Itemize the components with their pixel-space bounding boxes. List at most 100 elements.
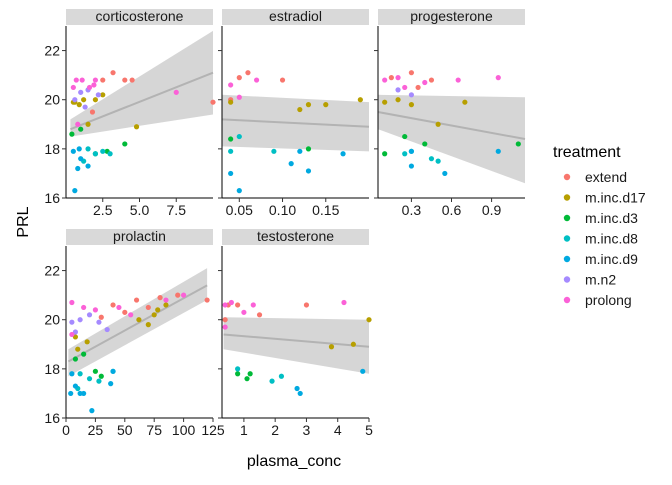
data-point-corticosterone-prolong-35 (73, 77, 79, 83)
legend-label-m.inc.d9: m.inc.d9 (585, 251, 638, 267)
data-point-testosterone-m.inc.d17-5 (328, 344, 335, 350)
data-point-estradiol-m.inc.d17-5 (305, 102, 312, 108)
x-tick-label-estradiol-2: 0.15 (312, 202, 339, 218)
x-tick-label-corticosterone-1: 5.0 (130, 202, 150, 218)
legend-key-extend (563, 173, 571, 181)
y-tick-label-corticosterone-1: 18 (44, 141, 60, 157)
data-point-progesterone-m.inc.d17-6 (408, 102, 415, 108)
data-point-corticosterone-prolong-42 (92, 77, 98, 83)
data-point-testosterone-m.inc.d8-11 (235, 366, 241, 372)
data-point-testosterone-m.inc.d9-15 (297, 390, 303, 397)
data-point-estradiol-m.inc.d9-15 (236, 188, 242, 194)
legend-title: treatment (553, 144, 621, 161)
data-point-prolactin-m.n2-37 (104, 326, 110, 333)
data-point-prolactin-m.inc.d3-16 (72, 356, 79, 362)
data-point-corticosterone-extend-1 (110, 70, 116, 76)
data-point-testosterone-prolong-21 (341, 299, 347, 306)
y-tick-label-prolactin-2: 20 (44, 312, 60, 328)
y-tick-label-corticosterone-2: 20 (44, 92, 60, 108)
data-point-corticosterone-prolong-38 (91, 82, 97, 88)
data-point-progesterone-m.inc.d17-5 (395, 97, 401, 103)
data-point-progesterone-m.n2-22 (408, 92, 415, 98)
confidence-band-prolactin (68, 268, 208, 377)
x-tick-label-progesterone-1: 0.6 (442, 202, 462, 218)
data-point-testosterone-extend-1 (235, 302, 241, 308)
data-point-prolactin-m.inc.d8-20 (77, 371, 83, 377)
data-point-prolactin-prolong-44 (128, 312, 134, 318)
data-point-testosterone-prolong-18 (228, 299, 234, 306)
legend-key-m.inc.d3 (563, 214, 571, 222)
data-point-estradiol-prolong-22 (236, 94, 242, 100)
data-point-corticosterone-m.inc.d9-25 (75, 165, 81, 172)
y-tick-label-prolactin-1: 18 (44, 361, 60, 377)
x-axis-title: plasma_conc (247, 453, 341, 470)
y-axis-title: PRL (15, 206, 32, 237)
x-tick-label-corticosterone-0: 2.5 (93, 202, 113, 218)
data-point-testosterone-extend-4 (222, 317, 228, 323)
data-point-estradiol-prolong-21 (253, 77, 260, 83)
data-point-corticosterone-m.inc.d17-8 (81, 97, 87, 103)
data-point-progesterone-m.inc.d9-20 (408, 148, 415, 154)
data-point-prolactin-extend-6 (204, 297, 210, 303)
data-point-prolactin-m.inc.d9-32 (81, 390, 87, 397)
data-point-estradiol-prolong-20 (228, 82, 234, 88)
data-point-prolactin-prolong-46 (181, 292, 187, 298)
data-point-prolactin-m.inc.d17-10 (136, 317, 142, 323)
data-point-progesterone-extend-1 (408, 70, 415, 76)
data-point-corticosterone-m.inc.d17-10 (100, 92, 106, 98)
data-point-testosterone-prolong-22 (241, 309, 247, 315)
x-tick-label-testosterone-2: 3 (303, 422, 311, 438)
data-point-corticosterone-m.inc.d3-15 (78, 126, 84, 132)
data-point-prolactin-prolong-40 (81, 304, 87, 311)
legend-key-m.n2 (563, 276, 571, 283)
data-point-progesterone-m.inc.d9-18 (442, 170, 448, 177)
data-point-testosterone-m.inc.d17-6 (350, 341, 356, 347)
data-point-prolactin-m.n2-34 (77, 317, 83, 323)
confidence-band-testosterone (223, 317, 369, 374)
data-point-estradiol-m.inc.d17-4 (228, 99, 234, 105)
data-point-prolactin-m.n2-36 (96, 319, 102, 325)
facet-strip-estradiol (222, 9, 369, 25)
fit-line-testosterone (223, 333, 370, 348)
data-point-progesterone-prolong-27 (455, 77, 461, 83)
confidence-band-progesterone (378, 94, 525, 184)
data-point-prolactin-extend-3 (145, 304, 151, 311)
y-tick-label-corticosterone-0: 16 (44, 190, 60, 206)
data-point-prolactin-prolong-45 (163, 297, 169, 303)
data-point-corticosterone-m.n2-30 (72, 97, 78, 103)
data-point-prolactin-prolong-39 (69, 299, 75, 306)
y-tick-label-corticosterone-3: 22 (44, 43, 60, 59)
x-tick-label-prolactin-3: 75 (146, 422, 162, 438)
data-point-progesterone-m.inc.d17-4 (382, 99, 388, 105)
data-point-progesterone-m.inc.d3-10 (402, 133, 408, 140)
data-point-corticosterone-prolong-36 (79, 77, 85, 83)
data-point-prolactin-m.inc.d8-22 (96, 378, 102, 384)
data-point-progesterone-m.n2-21 (395, 87, 401, 93)
data-point-testosterone-prolong-17 (222, 302, 228, 308)
data-point-testosterone-prolong-19 (250, 302, 256, 308)
data-point-estradiol-m.inc.d9-16 (288, 161, 294, 167)
data-point-progesterone-m.inc.d3-12 (515, 141, 521, 147)
data-point-prolactin-m.inc.d9-25 (68, 390, 74, 397)
data-point-estradiol-m.inc.d9-18 (297, 148, 303, 154)
data-point-corticosterone-extend-3 (129, 77, 135, 83)
x-tick-label-testosterone-3: 4 (334, 422, 342, 438)
data-point-prolactin-m.inc.d9-28 (89, 408, 95, 414)
fit-line-progesterone (377, 111, 526, 141)
data-point-estradiol-m.inc.d8-12 (228, 148, 234, 154)
data-point-corticosterone-m.inc.d3-14 (69, 131, 75, 137)
data-point-prolactin-extend-4 (157, 295, 163, 301)
legend-label-prolong: prolong (585, 292, 632, 308)
data-point-estradiol-m.inc.d8-13 (271, 148, 277, 154)
facet-strip-testosterone (222, 229, 369, 245)
data-point-progesterone-m.inc.d8-16 (402, 151, 408, 157)
data-point-prolactin-m.n2-35 (86, 312, 93, 318)
data-point-estradiol-m.inc.d9-14 (228, 170, 234, 177)
data-point-prolactin-m.inc.d17-11 (151, 312, 157, 318)
data-point-prolactin-extend-7 (98, 314, 104, 320)
data-point-prolactin-extend-0 (110, 302, 116, 308)
facet-title-corticosterone: corticosterone (96, 8, 184, 24)
legend-label-m.inc.d17: m.inc.d17 (585, 190, 646, 206)
data-point-corticosterone-m.inc.d9-29 (76, 146, 82, 152)
